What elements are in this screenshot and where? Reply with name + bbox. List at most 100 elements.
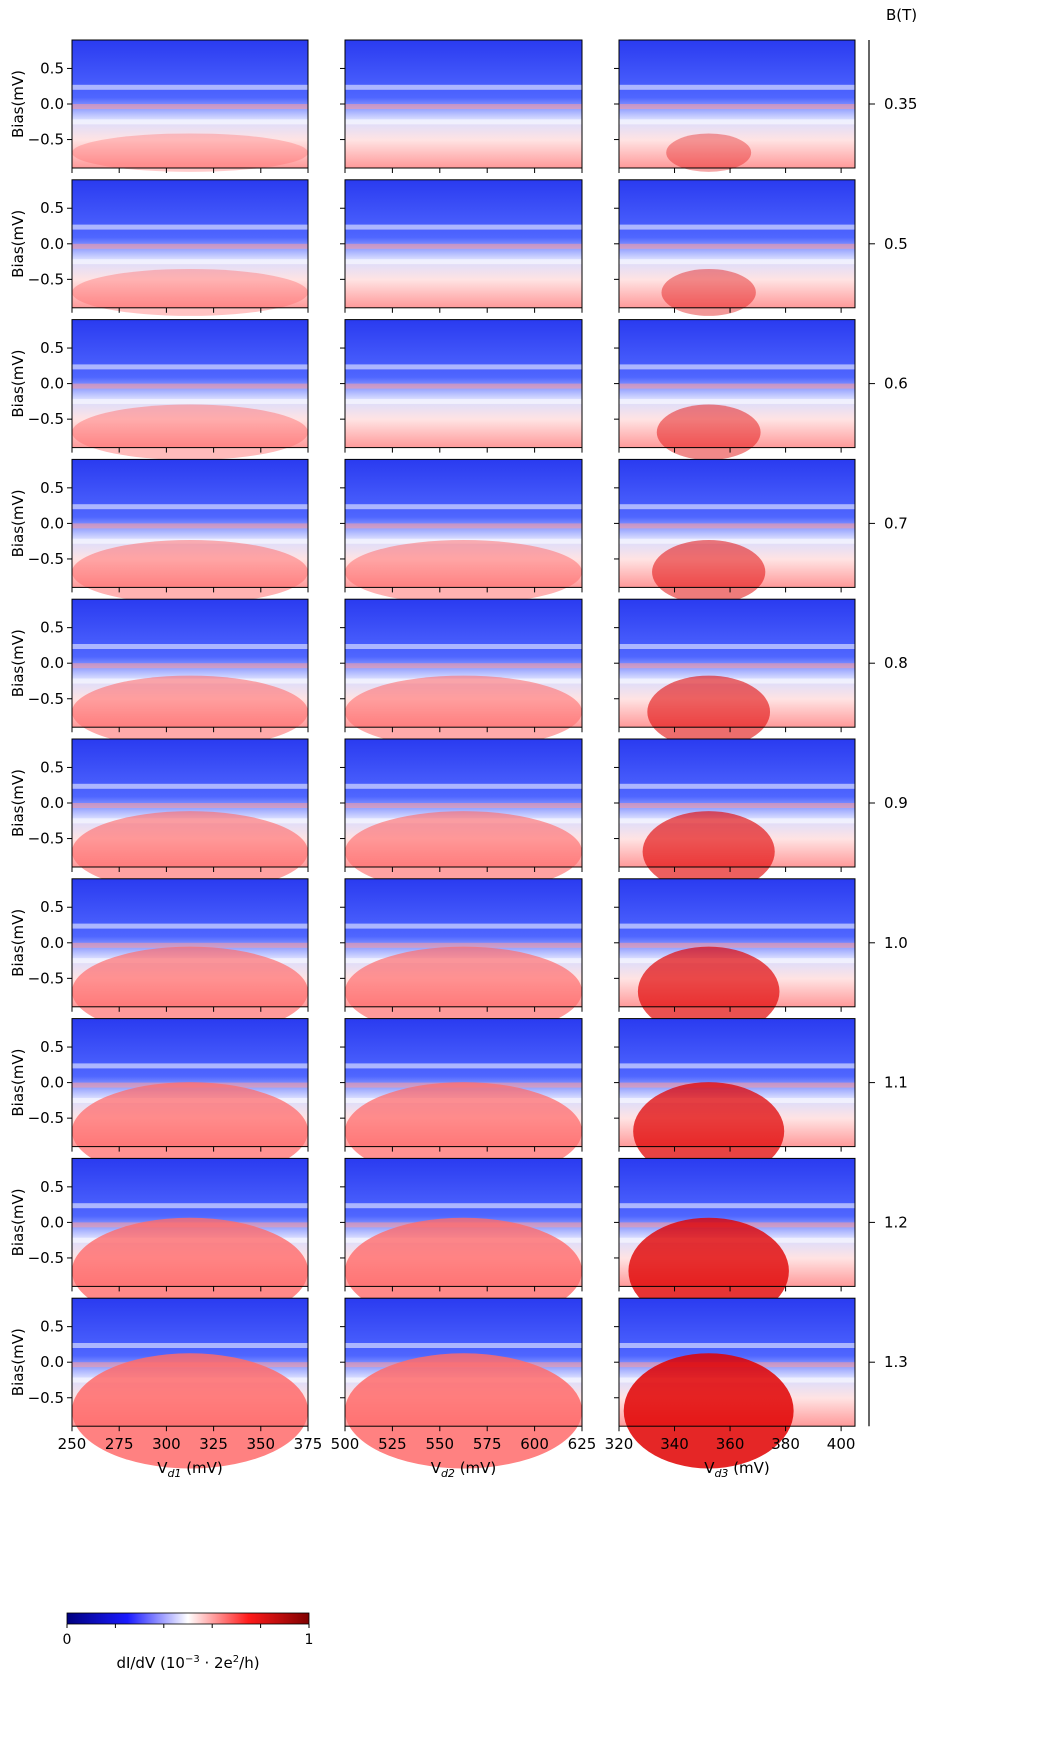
y-tick-label: 0.5 bbox=[40, 199, 64, 217]
heatmap-band bbox=[345, 1063, 582, 1069]
y-tick-label: 0.0 bbox=[40, 375, 64, 393]
heatmap-band bbox=[619, 398, 855, 404]
y-tick-label: −0.5 bbox=[28, 969, 64, 987]
heatmap-panel: 320 340 360 380 400 bbox=[605, 1297, 856, 1469]
heatmap-panel bbox=[614, 1018, 856, 1181]
heatmap-band bbox=[72, 1203, 308, 1209]
x-tick-label: 275 bbox=[105, 1435, 134, 1453]
y-axis-label: Bias(mV) bbox=[9, 1049, 27, 1117]
heatmap-band bbox=[345, 663, 582, 669]
x-tick-label: 575 bbox=[473, 1435, 502, 1453]
y-tick-label: −0.5 bbox=[28, 550, 64, 568]
heatmap-band bbox=[619, 1082, 855, 1088]
heatmap-lobe bbox=[661, 268, 756, 316]
y-tick-label: 0.0 bbox=[40, 95, 64, 113]
y-tick-label: 0.5 bbox=[40, 758, 64, 776]
heatmap-band bbox=[345, 84, 582, 90]
y-tick-label: 0.5 bbox=[40, 1178, 64, 1196]
heatmap-fill bbox=[72, 179, 308, 308]
magnetic-field-axis: B(T) 0.35 0.5 0.6 0.7 0.8 0.9 1.0 1.1 1.2 1.3 bbox=[868, 6, 917, 1427]
y-tick-label: −0.5 bbox=[28, 690, 64, 708]
heatmap-panel: 0.5 0.0 −0.5 bbox=[28, 598, 309, 749]
y-axis-label: Bias(mV) bbox=[9, 629, 27, 697]
heatmap-panel: 500 525 550 575 600 625 bbox=[331, 1297, 597, 1469]
y-axis-label: Bias(mV) bbox=[9, 210, 27, 278]
heatmap-panel bbox=[614, 39, 856, 173]
y-tick-label: 0.0 bbox=[40, 1213, 64, 1231]
heatmap-band bbox=[72, 923, 308, 929]
heatmap-panel bbox=[614, 458, 856, 605]
b-axis-tick-label: 0.7 bbox=[884, 514, 908, 532]
colorbar-max-label: 1 bbox=[305, 1632, 314, 1648]
y-tick-label: −0.5 bbox=[28, 131, 64, 149]
heatmap-lobe bbox=[72, 268, 308, 316]
y-tick-label: −0.5 bbox=[28, 410, 64, 428]
colorbar: 0 1 dI/dV (10−3 · 2e2/h) bbox=[63, 1612, 314, 1672]
heatmap-lobe bbox=[652, 540, 766, 605]
y-axis-label: Bias(mV) bbox=[9, 1328, 27, 1396]
x-tick-label: 250 bbox=[58, 1435, 87, 1453]
heatmap-panel bbox=[340, 738, 583, 893]
colorbar-gradient bbox=[66, 1612, 310, 1625]
heatmap-band bbox=[619, 259, 855, 265]
heatmap-lobe bbox=[623, 1353, 794, 1469]
x-tick-label: 375 bbox=[294, 1435, 323, 1453]
heatmap-band bbox=[72, 119, 308, 125]
heatmap-band bbox=[72, 644, 308, 649]
y-tick-label: 0.0 bbox=[40, 1074, 64, 1092]
heatmap-band bbox=[345, 942, 582, 948]
heatmap-band bbox=[619, 224, 855, 230]
heatmap-band bbox=[619, 783, 855, 789]
heatmap-band bbox=[619, 923, 855, 929]
heatmap-panel bbox=[340, 458, 583, 605]
x-tick-label: 400 bbox=[827, 1435, 856, 1453]
heatmap-band bbox=[345, 259, 582, 265]
y-tick-label: 0.5 bbox=[40, 479, 64, 497]
x-axis-labels: Vd1 (mV) Vd2 (mV) Vd3 (mV) bbox=[157, 1459, 770, 1480]
heatmap-panel bbox=[614, 179, 856, 316]
y-tick-label: −0.5 bbox=[28, 1249, 64, 1267]
heatmap-band bbox=[345, 364, 582, 370]
heatmap-band bbox=[619, 364, 855, 370]
heatmap-panel: 0.5 0.0 −0.5 bbox=[28, 878, 309, 1037]
heatmap-band bbox=[72, 243, 308, 249]
heatmap-lobe bbox=[72, 133, 308, 172]
heatmap-band bbox=[345, 504, 582, 510]
heatmap-band bbox=[619, 1203, 855, 1209]
heatmap-band bbox=[619, 644, 855, 649]
x-tick-label: 625 bbox=[568, 1435, 597, 1453]
b-axis-tick-label: 0.35 bbox=[884, 95, 917, 113]
b-axis-tick-label: 1.1 bbox=[884, 1074, 908, 1092]
y-axis-label: Bias(mV) bbox=[9, 70, 27, 138]
heatmap-panel: 0.5 0.0 −0.5 bbox=[28, 738, 309, 893]
heatmap-band bbox=[72, 1063, 308, 1069]
y-axis-label: Bias(mV) bbox=[9, 769, 27, 837]
y-tick-label: 0.0 bbox=[40, 794, 64, 812]
heatmap-panel bbox=[614, 738, 856, 893]
colorbar-min-label: 0 bbox=[63, 1632, 72, 1648]
heatmap-panel bbox=[340, 319, 583, 453]
heatmap-lobe bbox=[633, 1082, 785, 1181]
heatmap-lobe bbox=[642, 811, 775, 893]
heatmap-band bbox=[619, 663, 855, 669]
y-tick-label: 0.5 bbox=[40, 339, 64, 357]
heatmap-band bbox=[72, 942, 308, 948]
heatmap-panel: 0.5 0.0 −0.5 bbox=[28, 179, 309, 316]
x-axis-label: Vd3 (mV) bbox=[704, 1459, 770, 1480]
heatmap-panel: 0.5 0.0 −0.5 bbox=[28, 1018, 309, 1181]
heatmap-lobe bbox=[656, 404, 761, 460]
heatmap-band bbox=[619, 523, 855, 529]
y-tick-label: 0.0 bbox=[40, 654, 64, 672]
heatmap-lobe bbox=[345, 946, 582, 1037]
heatmap-fill bbox=[345, 179, 582, 308]
heatmap-band bbox=[619, 383, 855, 389]
heatmap-band bbox=[345, 644, 582, 649]
heatmap-band bbox=[345, 523, 582, 529]
x-tick-label: 360 bbox=[716, 1435, 745, 1453]
heatmap-band bbox=[619, 942, 855, 948]
y-axis-label: Bias(mV) bbox=[9, 350, 27, 418]
heatmap-panel bbox=[340, 1018, 583, 1181]
heatmap-fill bbox=[619, 179, 855, 308]
heatmap-lobe bbox=[72, 540, 308, 605]
heatmap-lobe bbox=[666, 133, 752, 172]
